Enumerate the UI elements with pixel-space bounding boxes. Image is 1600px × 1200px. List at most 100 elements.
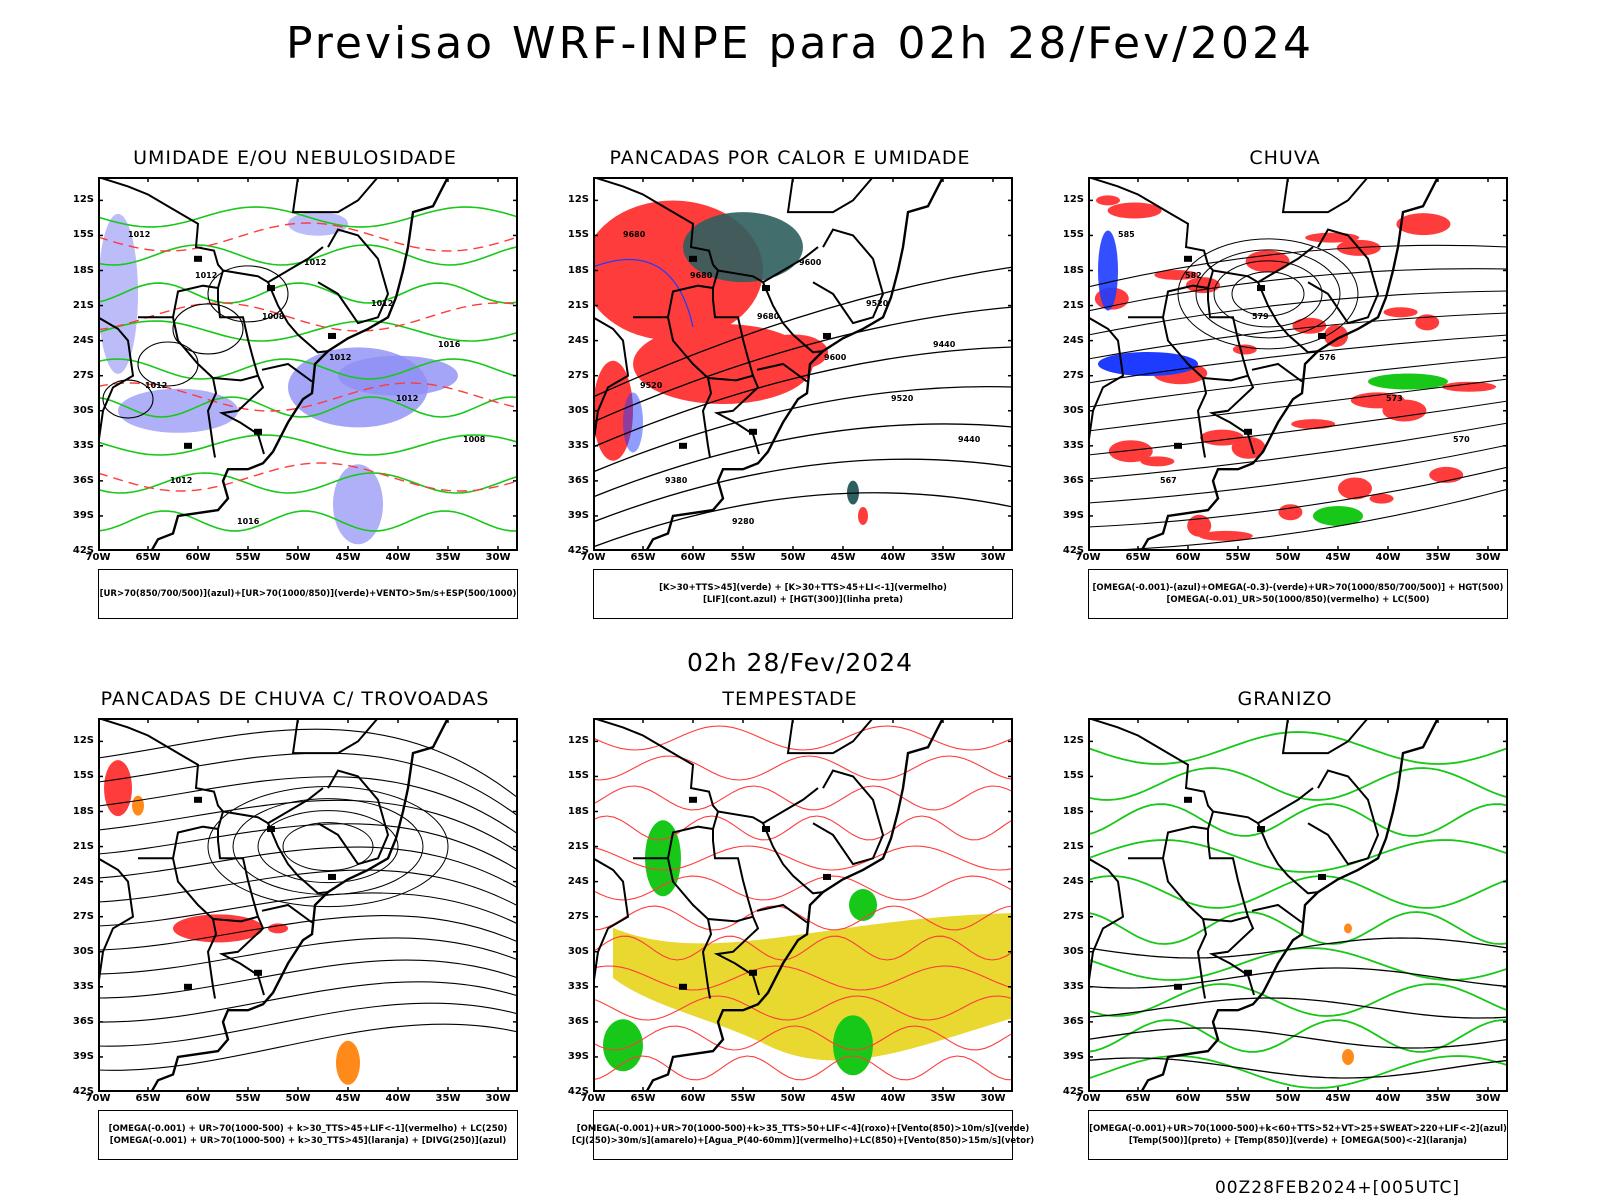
border-line: [812, 228, 885, 325]
legend-line: [UR>70(850/700/500)](azul)+[UR>70(1000/8…: [99, 589, 517, 599]
longitude-tick-label: 45W: [335, 552, 361, 563]
longitude-tick-label: 65W: [1125, 552, 1151, 563]
contour-label: 579: [1252, 312, 1269, 321]
longitude-tick-label: 55W: [1225, 1093, 1251, 1104]
contour-label: 9520: [640, 381, 663, 390]
legend-line: [OMEGA(-0.001)+UR>70(1000-500)+k<60+TTS>…: [1089, 1124, 1507, 1134]
contour-label: 9440: [933, 340, 956, 349]
latitude-tick-label: 18S: [567, 264, 589, 276]
forecast-map: [98, 718, 518, 1092]
latitude-tick-label: 33S: [72, 439, 94, 451]
panel-title: PANCADAS POR CALOR E UMIDADE: [609, 147, 971, 169]
longitude-tick-label: 35W: [930, 552, 956, 563]
legend-line: [OMEGA(-0.001) + UR>70(1000-500) + k>30_…: [108, 1124, 508, 1134]
lake-shape: [328, 873, 336, 880]
border-line: [317, 769, 390, 866]
latitude-tick-label: 15S: [72, 770, 94, 782]
longitude-tick-label: 70W: [85, 552, 111, 563]
lake-shape: [823, 332, 831, 339]
map-canvas: 1012 1012 1008 1012 1012 1008 1012 1016 1012 1012…: [98, 177, 518, 551]
latitude-tick-label: 30S: [1062, 404, 1084, 416]
longitude-tick-label: 55W: [235, 552, 261, 563]
longitude-tick-label: 40W: [1375, 552, 1401, 563]
legend-line: [OMEGA(-0.01)_UR>50(1000/850)(vermelho) …: [1166, 595, 1430, 605]
border-line: [291, 718, 313, 755]
legend-line: [OMEGA(-0.001)+UR>70(1000-500)+k>35_TTS>…: [576, 1124, 1030, 1134]
border-line: [267, 246, 324, 284]
border-line: [1251, 903, 1303, 924]
latitude-tick-label: 27S: [1062, 910, 1084, 922]
panel-legend: [OMEGA(-0.001)+UR>70(1000-500)+k>35_TTS>…: [572, 1110, 1034, 1160]
map-frame: [1088, 718, 1508, 1092]
panel-title: UMIDADE E/OU NEBULOSIDADE: [133, 147, 457, 169]
longitude-tick-label: 65W: [135, 1093, 161, 1104]
main-title: Previsao WRF-INPE para 02h 28/Fev/2024: [286, 18, 1314, 69]
lake-shape: [762, 826, 770, 833]
lake-shape: [1318, 332, 1326, 339]
border-line: [1257, 281, 1319, 354]
longitude-tick-label: 70W: [580, 1093, 606, 1104]
latitude-tick-label: 39S: [72, 1050, 94, 1062]
longitude-tick-label: 40W: [1375, 1093, 1401, 1104]
contour-label: 1012: [195, 271, 217, 280]
contour-label: 9600: [824, 353, 847, 362]
longitude-tick-label: 50W: [285, 1093, 311, 1104]
latitude-tick-label: 12S: [72, 194, 94, 206]
legend-line: [CJ(250)>30m/s](amarelo)+[Agua_P(40-60mm…: [571, 1136, 1035, 1146]
border-line: [172, 317, 214, 379]
latitude-tick-label: 21S: [72, 840, 94, 852]
longitude-tick-label: 40W: [880, 1093, 906, 1104]
longitude-tick-label: 30W: [980, 552, 1006, 563]
contour-label: 1012: [304, 258, 326, 267]
panel-title: CHUVA: [1249, 147, 1321, 169]
contour-label: 585: [1118, 230, 1135, 239]
longitude-tick-label: 30W: [485, 1093, 511, 1104]
latitude-tick-label: 24S: [567, 334, 589, 346]
border-line: [1307, 769, 1380, 866]
lake-shape: [184, 983, 192, 990]
latitude-tick-label: 24S: [72, 334, 94, 346]
longitude-tick-label: 55W: [1225, 552, 1251, 563]
legend-line: [LIF](cont.azul) + [HGT(300)](linha pret…: [702, 595, 904, 605]
border-line: [808, 718, 874, 755]
longitude-tick-label: 35W: [435, 1093, 461, 1104]
latitude-axis: 12S 15S 18S 21S 24S 27S 30S 33S 36S 39S 42S: [60, 177, 96, 556]
latitude-tick-label: 15S: [567, 229, 589, 241]
longitude-tick-label: 60W: [185, 1093, 211, 1104]
border-line: [1088, 316, 1125, 453]
longitude-tick-label: 30W: [485, 552, 511, 563]
panel-legend: [OMEGA(-0.001)+UR>70(1000-500)+k<60+TTS>…: [1088, 1110, 1508, 1160]
longitude-tick-label: 40W: [385, 1093, 411, 1104]
border-line: [313, 177, 379, 214]
contour-label: 9380: [665, 476, 688, 485]
border-line: [1212, 269, 1259, 284]
border-line: [313, 718, 379, 755]
panel-title: PANCADAS DE CHUVA C/ TROVOADAS: [100, 688, 490, 710]
longitude-axis: 70W 65W 60W 55W 50W 45W 40W 35W 30W: [1076, 552, 1508, 564]
longitude-tick-label: 35W: [1425, 1093, 1451, 1104]
lake-shape: [328, 332, 336, 339]
latitude-axis: 12S 15S 18S 21S 24S 27S 30S 33S 36S 39S 42S: [1050, 718, 1086, 1097]
map-canvas: 585 582 579 576 573 570 567: [1088, 177, 1508, 551]
map-frame: [593, 718, 1013, 1092]
longitude-axis: 70W 65W 60W 55W 50W 45W 40W 35W 30W: [86, 552, 518, 564]
latitude-tick-label: 15S: [567, 770, 589, 782]
lake-shape: [689, 255, 697, 262]
panel-legend: [UR>70(850/700/500)](azul)+[UR>70(1000/8…: [98, 569, 518, 619]
longitude-axis: 70W 65W 60W 55W 50W 45W 40W 35W 30W: [581, 552, 1013, 564]
latitude-tick-label: 27S: [72, 910, 94, 922]
border-line: [786, 718, 808, 755]
map-frame: [98, 718, 518, 1092]
latitude-tick-label: 21S: [567, 840, 589, 852]
coastline: [149, 177, 450, 551]
contour-label: 9520: [891, 394, 914, 403]
border-line: [762, 822, 824, 895]
map-panel-5: TEMPESTADE 12S 15S 18S 21S 24S 27S 30S 33S 36S 39S…: [555, 688, 1034, 1168]
latitude-tick-label: 36S: [72, 1015, 94, 1027]
border-line: [717, 269, 764, 284]
latitude-tick-label: 18S: [1062, 264, 1084, 276]
border-line: [1088, 718, 1215, 860]
latitude-tick-label: 42S: [72, 545, 94, 556]
map-panel-1: UMIDADE E/OU NEBULOSIDADE 12S 15S 18S 21S 24S…: [60, 147, 530, 627]
border-line: [762, 787, 819, 825]
